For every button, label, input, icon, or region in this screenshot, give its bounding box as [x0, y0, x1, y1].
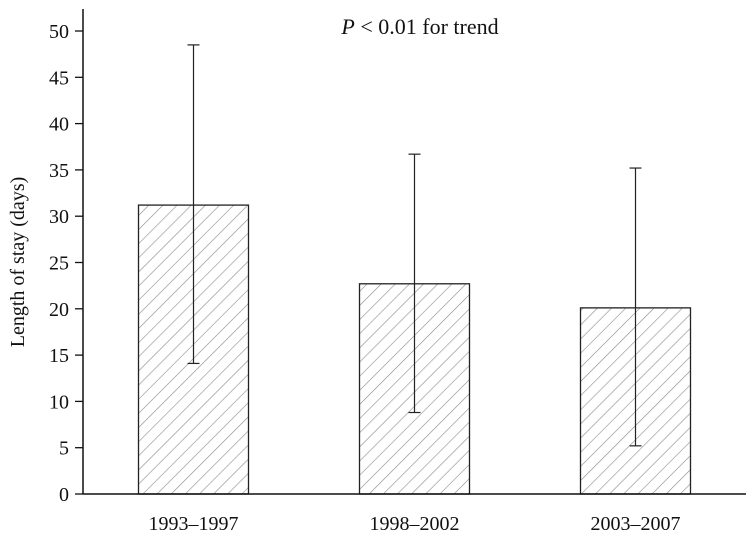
x-tick-label-3: 2003–2007: [591, 513, 681, 535]
y-tick-label-40: 40: [49, 114, 69, 136]
y-tick-label-10: 10: [49, 391, 69, 413]
y-tick-label-5: 5: [59, 438, 69, 460]
y-tick-label-15: 15: [49, 345, 69, 367]
error-bars-layer: [187, 44, 642, 447]
y-tick-label-25: 25: [49, 253, 69, 275]
trend-annotation: P < 0.01 for trend: [340, 14, 498, 39]
annotation-italic: P: [340, 14, 354, 39]
y-tick-label-50: 50: [49, 21, 69, 43]
x-tick-label-1: 1993–1997: [149, 513, 239, 535]
y-axis-label: Length of stay (days): [7, 177, 29, 348]
x-tick-label-2: 1998–2002: [370, 513, 460, 535]
axes-layer: [75, 9, 746, 495]
labels-layer: 1993–1997 1998–2002 2003–2007 0 5 10 15 20 25 30 3…: [49, 21, 681, 535]
y-tick-label-30: 30: [49, 206, 69, 228]
y-tick-label-45: 45: [49, 67, 69, 89]
y-tick-label-0: 0: [59, 484, 69, 506]
y-tick-label-20: 20: [49, 299, 69, 321]
annotation-text: < 0.01 for trend: [355, 14, 499, 39]
y-tick-label-35: 35: [49, 160, 69, 182]
